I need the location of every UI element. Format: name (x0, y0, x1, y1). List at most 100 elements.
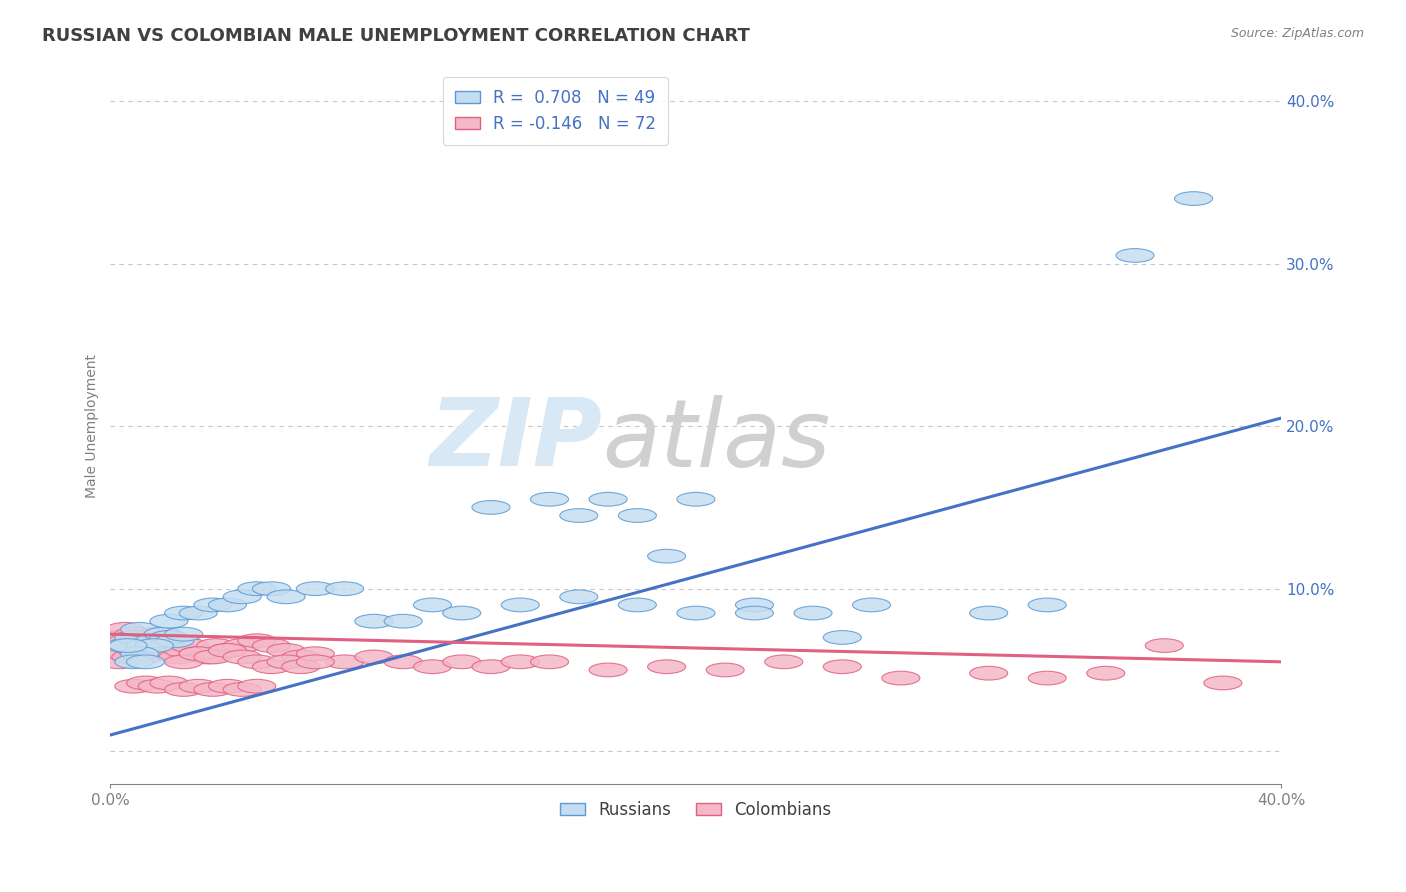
Ellipse shape (179, 647, 218, 661)
Ellipse shape (354, 615, 392, 628)
Ellipse shape (124, 650, 162, 664)
Ellipse shape (156, 634, 194, 648)
Ellipse shape (676, 607, 714, 620)
Text: atlas: atlas (602, 395, 831, 486)
Ellipse shape (297, 647, 335, 661)
Ellipse shape (208, 598, 246, 612)
Ellipse shape (648, 660, 686, 673)
Ellipse shape (619, 508, 657, 523)
Ellipse shape (794, 607, 832, 620)
Ellipse shape (970, 666, 1008, 680)
Ellipse shape (132, 634, 170, 648)
Text: Source: ZipAtlas.com: Source: ZipAtlas.com (1230, 27, 1364, 40)
Ellipse shape (224, 650, 262, 664)
Ellipse shape (208, 643, 246, 657)
Ellipse shape (121, 631, 159, 644)
Ellipse shape (735, 607, 773, 620)
Ellipse shape (281, 660, 319, 673)
Ellipse shape (326, 582, 364, 596)
Ellipse shape (159, 650, 197, 664)
Ellipse shape (238, 655, 276, 669)
Ellipse shape (208, 680, 246, 693)
Ellipse shape (179, 607, 218, 620)
Ellipse shape (1116, 249, 1154, 262)
Ellipse shape (127, 639, 165, 652)
Text: ZIP: ZIP (429, 394, 602, 486)
Ellipse shape (501, 655, 540, 669)
Ellipse shape (127, 639, 165, 652)
Ellipse shape (115, 680, 153, 693)
Ellipse shape (121, 647, 159, 661)
Ellipse shape (238, 634, 276, 648)
Ellipse shape (165, 627, 202, 641)
Ellipse shape (108, 639, 148, 652)
Ellipse shape (253, 639, 291, 652)
Ellipse shape (115, 655, 153, 669)
Ellipse shape (165, 643, 202, 657)
Ellipse shape (105, 639, 143, 652)
Ellipse shape (253, 660, 291, 673)
Ellipse shape (194, 650, 232, 664)
Ellipse shape (267, 655, 305, 669)
Ellipse shape (384, 655, 422, 669)
Ellipse shape (135, 639, 173, 652)
Ellipse shape (824, 631, 862, 644)
Ellipse shape (970, 607, 1008, 620)
Y-axis label: Male Unemployment: Male Unemployment (86, 354, 100, 498)
Ellipse shape (115, 631, 153, 644)
Ellipse shape (1204, 676, 1241, 690)
Ellipse shape (127, 655, 165, 669)
Ellipse shape (100, 655, 138, 669)
Ellipse shape (127, 676, 165, 690)
Ellipse shape (560, 508, 598, 523)
Ellipse shape (648, 549, 686, 563)
Ellipse shape (194, 682, 232, 697)
Ellipse shape (115, 627, 153, 641)
Ellipse shape (560, 590, 598, 604)
Ellipse shape (1174, 192, 1212, 205)
Ellipse shape (1028, 598, 1066, 612)
Ellipse shape (824, 660, 862, 673)
Ellipse shape (105, 647, 143, 661)
Ellipse shape (100, 631, 138, 644)
Ellipse shape (148, 639, 186, 652)
Ellipse shape (224, 682, 262, 697)
Ellipse shape (281, 650, 319, 664)
Legend: Russians, Colombians: Russians, Colombians (554, 794, 838, 825)
Ellipse shape (208, 643, 246, 657)
Ellipse shape (1028, 671, 1066, 685)
Ellipse shape (112, 650, 150, 664)
Text: RUSSIAN VS COLOMBIAN MALE UNEMPLOYMENT CORRELATION CHART: RUSSIAN VS COLOMBIAN MALE UNEMPLOYMENT C… (42, 27, 749, 45)
Ellipse shape (706, 663, 744, 677)
Ellipse shape (121, 623, 159, 636)
Ellipse shape (530, 492, 568, 506)
Ellipse shape (188, 650, 226, 664)
Ellipse shape (267, 643, 305, 657)
Ellipse shape (150, 631, 188, 644)
Ellipse shape (118, 643, 156, 657)
Ellipse shape (443, 655, 481, 669)
Ellipse shape (194, 598, 232, 612)
Ellipse shape (138, 627, 176, 641)
Ellipse shape (413, 660, 451, 673)
Ellipse shape (326, 655, 364, 669)
Ellipse shape (589, 492, 627, 506)
Ellipse shape (384, 615, 422, 628)
Ellipse shape (105, 623, 143, 636)
Ellipse shape (267, 590, 305, 604)
Ellipse shape (179, 680, 218, 693)
Ellipse shape (135, 634, 173, 648)
Ellipse shape (354, 650, 392, 664)
Ellipse shape (530, 655, 568, 669)
Ellipse shape (224, 590, 262, 604)
Ellipse shape (141, 634, 179, 648)
Ellipse shape (108, 634, 148, 648)
Ellipse shape (253, 582, 291, 596)
Ellipse shape (765, 655, 803, 669)
Ellipse shape (676, 492, 714, 506)
Ellipse shape (170, 639, 208, 652)
Ellipse shape (165, 682, 202, 697)
Ellipse shape (238, 680, 276, 693)
Ellipse shape (224, 639, 262, 652)
Ellipse shape (197, 639, 235, 652)
